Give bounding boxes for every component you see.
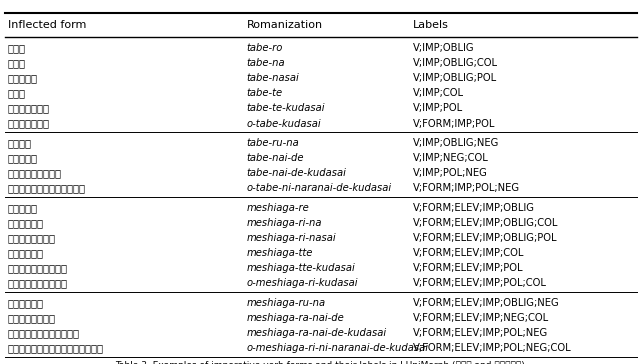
Text: tabe-ro: tabe-ro (246, 43, 283, 53)
Text: V;FORM;ELEV;IMP;OBLIG;COL: V;FORM;ELEV;IMP;OBLIG;COL (413, 218, 558, 228)
Text: tabe-te: tabe-te (246, 88, 282, 98)
Text: Romanization: Romanization (246, 20, 323, 30)
Text: tabe-na: tabe-na (246, 58, 285, 68)
Text: V;FORM;ELEV;IMP;POL: V;FORM;ELEV;IMP;POL (413, 263, 524, 273)
Text: o-tabe-ni-naranai-de-kudasai: o-tabe-ni-naranai-de-kudasai (246, 183, 392, 193)
Text: V;FORM;IMP;POL: V;FORM;IMP;POL (413, 119, 495, 128)
Text: o-tabe-kudasai: o-tabe-kudasai (246, 119, 321, 128)
Text: tabe-nai-de-kudasai: tabe-nai-de-kudasai (246, 168, 346, 178)
Text: meshiaga-ru-na: meshiaga-ru-na (246, 298, 326, 308)
Text: V;FORM;ELEV;IMP;NEG;COL: V;FORM;ELEV;IMP;NEG;COL (413, 313, 549, 323)
Text: 食べるな: 食べるな (8, 138, 32, 148)
Text: 召し上がりな: 召し上がりな (8, 218, 44, 228)
Text: 食べてください: 食べてください (8, 103, 50, 114)
Text: 食べないでください: 食べないでください (8, 168, 61, 178)
Text: 食べな: 食べな (8, 58, 26, 68)
Text: Labels: Labels (413, 20, 449, 30)
Text: V;FORM;ELEV;IMP;COL: V;FORM;ELEV;IMP;COL (413, 248, 524, 258)
Text: 食べろ: 食べろ (8, 43, 26, 53)
Text: tabe-nai-de: tabe-nai-de (246, 153, 304, 163)
Text: tabe-nasai: tabe-nasai (246, 73, 299, 83)
Text: お召し上がりください: お召し上がりください (8, 278, 68, 288)
Text: V;IMP;OBLIG;POL: V;IMP;OBLIG;POL (413, 73, 497, 83)
Text: meshiaga-ra-nai-de: meshiaga-ra-nai-de (246, 313, 344, 323)
Text: V;IMP;COL: V;IMP;COL (413, 88, 464, 98)
Text: meshiaga-re: meshiaga-re (246, 203, 309, 213)
Text: V;FORM;ELEV;IMP;POL;COL: V;FORM;ELEV;IMP;POL;COL (413, 278, 547, 288)
Text: o-meshiaga-ri-ni-naranai-de-kudasai: o-meshiaga-ri-ni-naranai-de-kudasai (246, 343, 428, 353)
Text: 召し上がれ: 召し上がれ (8, 203, 38, 213)
Text: お食べにならないでください: お食べにならないでください (8, 183, 86, 193)
Text: V;IMP;OBLIG: V;IMP;OBLIG (413, 43, 474, 53)
Text: V;IMP;NEG;COL: V;IMP;NEG;COL (413, 153, 488, 163)
Text: V;IMP;OBLIG;COL: V;IMP;OBLIG;COL (413, 58, 498, 68)
Text: Inflected form: Inflected form (8, 20, 86, 30)
Text: 食べて: 食べて (8, 88, 26, 98)
Text: 食べなさい: 食べなさい (8, 73, 38, 83)
Text: 召し上がりなさい: 召し上がりなさい (8, 233, 56, 243)
Text: 召し上がらないでください: 召し上がらないでください (8, 328, 80, 338)
Text: 召し上がってください: 召し上がってください (8, 263, 68, 273)
Text: 召し上がらないで: 召し上がらないで (8, 313, 56, 323)
Text: 召し上がって: 召し上がって (8, 248, 44, 258)
Text: meshiaga-tte: meshiaga-tte (246, 248, 313, 258)
Text: お召し上がりにならないでください: お召し上がりにならないでください (8, 343, 104, 353)
Text: meshiaga-tte-kudasai: meshiaga-tte-kudasai (246, 263, 355, 273)
Text: V;IMP;POL;NEG: V;IMP;POL;NEG (413, 168, 488, 178)
Text: V;FORM;IMP;POL;NEG: V;FORM;IMP;POL;NEG (413, 183, 520, 193)
Text: tabe-te-kudasai: tabe-te-kudasai (246, 103, 325, 114)
Text: V;FORM;ELEV;IMP;POL;NEG: V;FORM;ELEV;IMP;POL;NEG (413, 328, 548, 338)
Text: V;FORM;ELEV;IMP;OBLIG;NEG: V;FORM;ELEV;IMP;OBLIG;NEG (413, 298, 559, 308)
Text: お食べください: お食べください (8, 119, 50, 128)
Text: V;IMP;OBLIG;NEG: V;IMP;OBLIG;NEG (413, 138, 499, 148)
Text: o-meshiaga-ri-kudasai: o-meshiaga-ri-kudasai (246, 278, 358, 288)
Text: tabe-ru-na: tabe-ru-na (246, 138, 299, 148)
Text: meshiaga-ri-nasai: meshiaga-ri-nasai (246, 233, 336, 243)
Text: V;IMP;POL: V;IMP;POL (413, 103, 463, 114)
Text: V;FORM;ELEV;IMP;OBLIG: V;FORM;ELEV;IMP;OBLIG (413, 203, 535, 213)
Text: V;FORM;ELEV;IMP;POL;NEG;COL: V;FORM;ELEV;IMP;POL;NEG;COL (413, 343, 572, 353)
Text: V;FORM;ELEV;IMP;OBLIG;POL: V;FORM;ELEV;IMP;OBLIG;POL (413, 233, 557, 243)
Text: Table 3. Examples of imperative verb forms and their labels in J-UniMorph (食べる a: Table 3. Examples of imperative verb for… (115, 361, 525, 364)
Text: meshiaga-ra-nai-de-kudasai: meshiaga-ra-nai-de-kudasai (246, 328, 387, 338)
Text: meshiaga-ri-na: meshiaga-ri-na (246, 218, 322, 228)
Text: 召し上がるな: 召し上がるな (8, 298, 44, 308)
Text: 食べないで: 食べないで (8, 153, 38, 163)
